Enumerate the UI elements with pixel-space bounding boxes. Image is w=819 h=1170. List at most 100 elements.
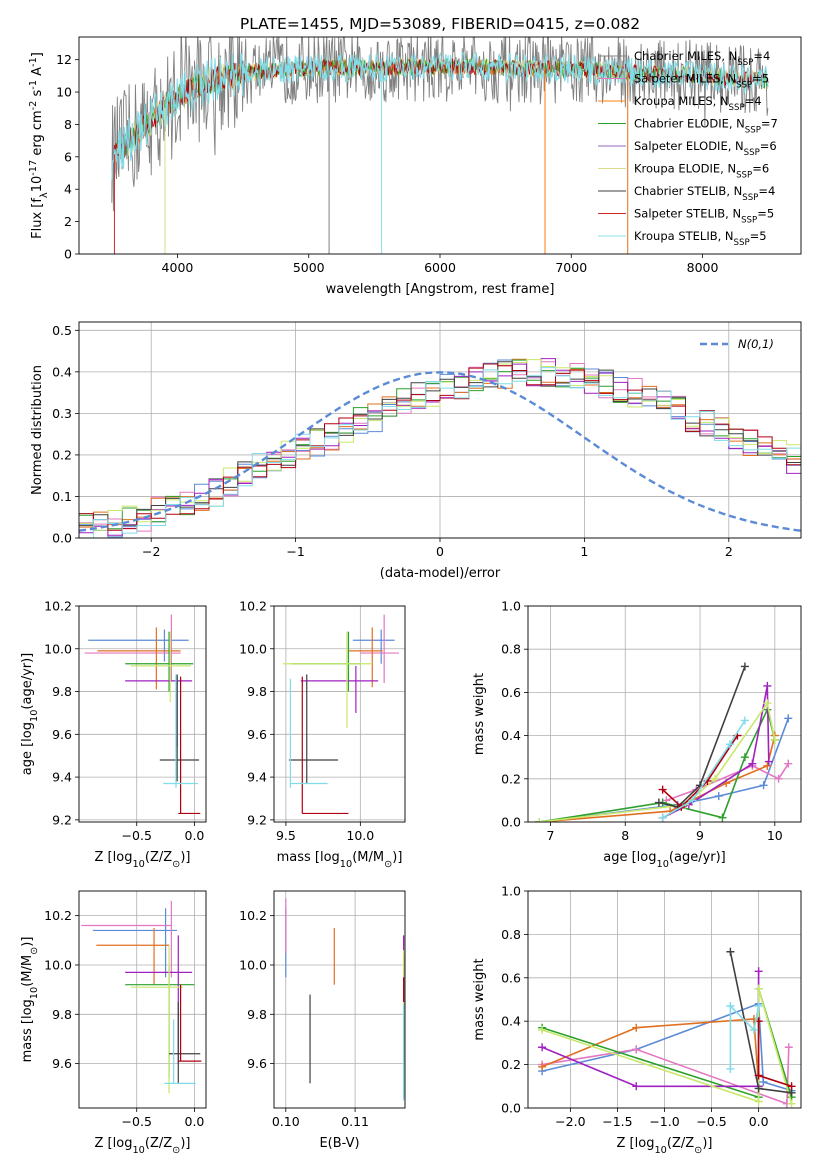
weight-marker [538, 1043, 547, 1052]
errorbar-point [352, 629, 395, 664]
x-tick-label: 8 [621, 828, 629, 843]
y-tick-label: 10.2 [44, 908, 72, 923]
y-tick-label: 9.8 [247, 684, 267, 699]
y-tick-label: 9.4 [52, 770, 72, 785]
panel-massweight_vs_Z: −2.0 −1.5 −1.0 −0.5 0.0 0.0 0.2 0.4 0.6 0.8 1.0 Z [… [472, 884, 802, 1156]
errorbar-point [288, 674, 339, 784]
weight-marker [754, 984, 763, 993]
y-tick-label: 4 [64, 182, 72, 197]
y-tick-label: 1.0 [501, 599, 521, 614]
weight-series [538, 1043, 793, 1108]
y-tick-label: 1.0 [501, 884, 521, 899]
legend-label: Chabrier STELIB, NSSP=4 [634, 184, 775, 203]
errorbar-point [130, 631, 191, 703]
histogram-series [79, 367, 801, 538]
y-tick-label: 9.8 [52, 1007, 72, 1022]
errorbar-point [125, 935, 193, 1064]
weight-marker [658, 785, 667, 794]
x-tick-label: −1.0 [649, 1114, 679, 1129]
weight-line [658, 666, 746, 808]
y-axis-label: mass weight [472, 673, 487, 755]
legend-label: Chabrier ELODIE, NSSP=7 [634, 117, 778, 136]
y-tick-label: 9.4 [247, 770, 267, 785]
errorbar-point [282, 631, 373, 728]
plot-area [84, 614, 201, 815]
weight-marker [754, 1002, 763, 1011]
y-tick-label: 0.4 [501, 728, 521, 743]
axes-frame: 7 8 9 10 0.0 0.2 0.4 0.6 0.8 1.0 age [log10(age/yr… [472, 599, 802, 870]
legend-label: Kroupa ELODIE, NSSP=6 [634, 162, 769, 181]
errorbar-point [92, 908, 178, 978]
y-tick-label: 9.2 [247, 812, 267, 827]
plot-area [535, 662, 793, 822]
x-tick-label: 0.0 [185, 828, 205, 843]
x-tick-label: 2 [725, 544, 733, 559]
weight-series [538, 967, 763, 1091]
weight-marker [718, 813, 727, 822]
weight-marker [632, 1082, 641, 1091]
x-tick-label: 10.0 [346, 828, 374, 843]
x-axis-label: E(B-V) [319, 1136, 359, 1151]
x-tick-label: −1.5 [602, 1114, 632, 1129]
y-tick-label: 9.8 [52, 684, 72, 699]
weight-marker [787, 1082, 796, 1091]
x-tick-label: 4000 [162, 260, 194, 275]
weight-marker [754, 1097, 763, 1106]
weight-marker [740, 662, 749, 671]
axes-border [527, 605, 802, 823]
weight-line [539, 707, 776, 822]
panel-spectrum: 4000 5000 6000 7000 8000 0 2 4 6 8 10 12 wavelength … [28, 36, 802, 297]
errorbar-point [178, 676, 201, 815]
axes-border [527, 890, 802, 1109]
y-tick-label: 10.2 [44, 599, 72, 614]
x-tick-label: 8000 [687, 260, 719, 275]
y-tick-label: 0.1 [52, 489, 72, 504]
weight-marker [632, 1045, 641, 1054]
errorbar-point [88, 629, 189, 662]
errorbar-point [301, 676, 349, 815]
spectrum-line [111, 37, 769, 212]
axes-border [273, 605, 406, 823]
weight-line [662, 735, 739, 809]
weight-marker [784, 759, 793, 768]
x-axis-label: (data-model)/error [380, 566, 501, 581]
y-tick-label: 10.0 [239, 641, 267, 656]
weight-marker [787, 1099, 796, 1108]
y-tick-label: 6 [64, 149, 72, 164]
weight-marker [714, 792, 723, 801]
residual-legend: N(0,1) [700, 337, 774, 351]
plot-area [538, 947, 796, 1108]
errorbar-point [159, 674, 200, 782]
weight-marker [535, 818, 544, 822]
plot-area [285, 898, 405, 1101]
weight-marker [754, 1084, 763, 1093]
y-axis-label: Normed distribution [30, 365, 45, 495]
weight-marker [726, 1064, 735, 1073]
x-tick-label: 7000 [555, 260, 587, 275]
weight-marker [740, 716, 749, 725]
plot-area [81, 900, 202, 1094]
axes-frame: 0.10 0.11 9.6 9.8 10.0 10.2 E(B-V) [239, 890, 406, 1151]
x-axis-label: Z [log10(Z/Z⊙)] [95, 850, 191, 870]
gaussian-curve [79, 371, 801, 532]
x-axis-label: mass [log10(M/M⊙)] [277, 850, 403, 870]
x-tick-label: −0.5 [696, 1114, 726, 1129]
x-tick-label: 0.0 [749, 1114, 769, 1129]
axes-frame: −0.5 0.0 9.6 9.8 10.0 10.2 Z [log10(Z/Z⊙)] mass… [20, 890, 207, 1156]
weight-marker [774, 774, 783, 783]
weight-marker [784, 714, 793, 723]
y-tick-label: 0.0 [52, 531, 72, 546]
y-tick-label: 0.0 [501, 815, 521, 830]
weight-line [729, 1004, 760, 1069]
grid [79, 605, 206, 822]
y-tick-label: 0.3 [52, 406, 72, 421]
errorbar-point [360, 614, 400, 683]
panel-mass_vs_ebv: 0.10 0.11 9.6 9.8 10.0 10.2 E(B-V) [239, 890, 406, 1151]
x-tick-label: 0.11 [341, 1114, 369, 1129]
errorbar-point [130, 945, 183, 1094]
y-tick-label: 2 [64, 214, 72, 229]
grid [79, 891, 206, 1108]
weight-marker [748, 759, 757, 768]
errorbar-point [289, 678, 328, 788]
panel-age_vs_mass: 9.5 10.0 9.2 9.4 9.6 9.8 10.0 10.2 mass [log10(M… [239, 599, 406, 870]
